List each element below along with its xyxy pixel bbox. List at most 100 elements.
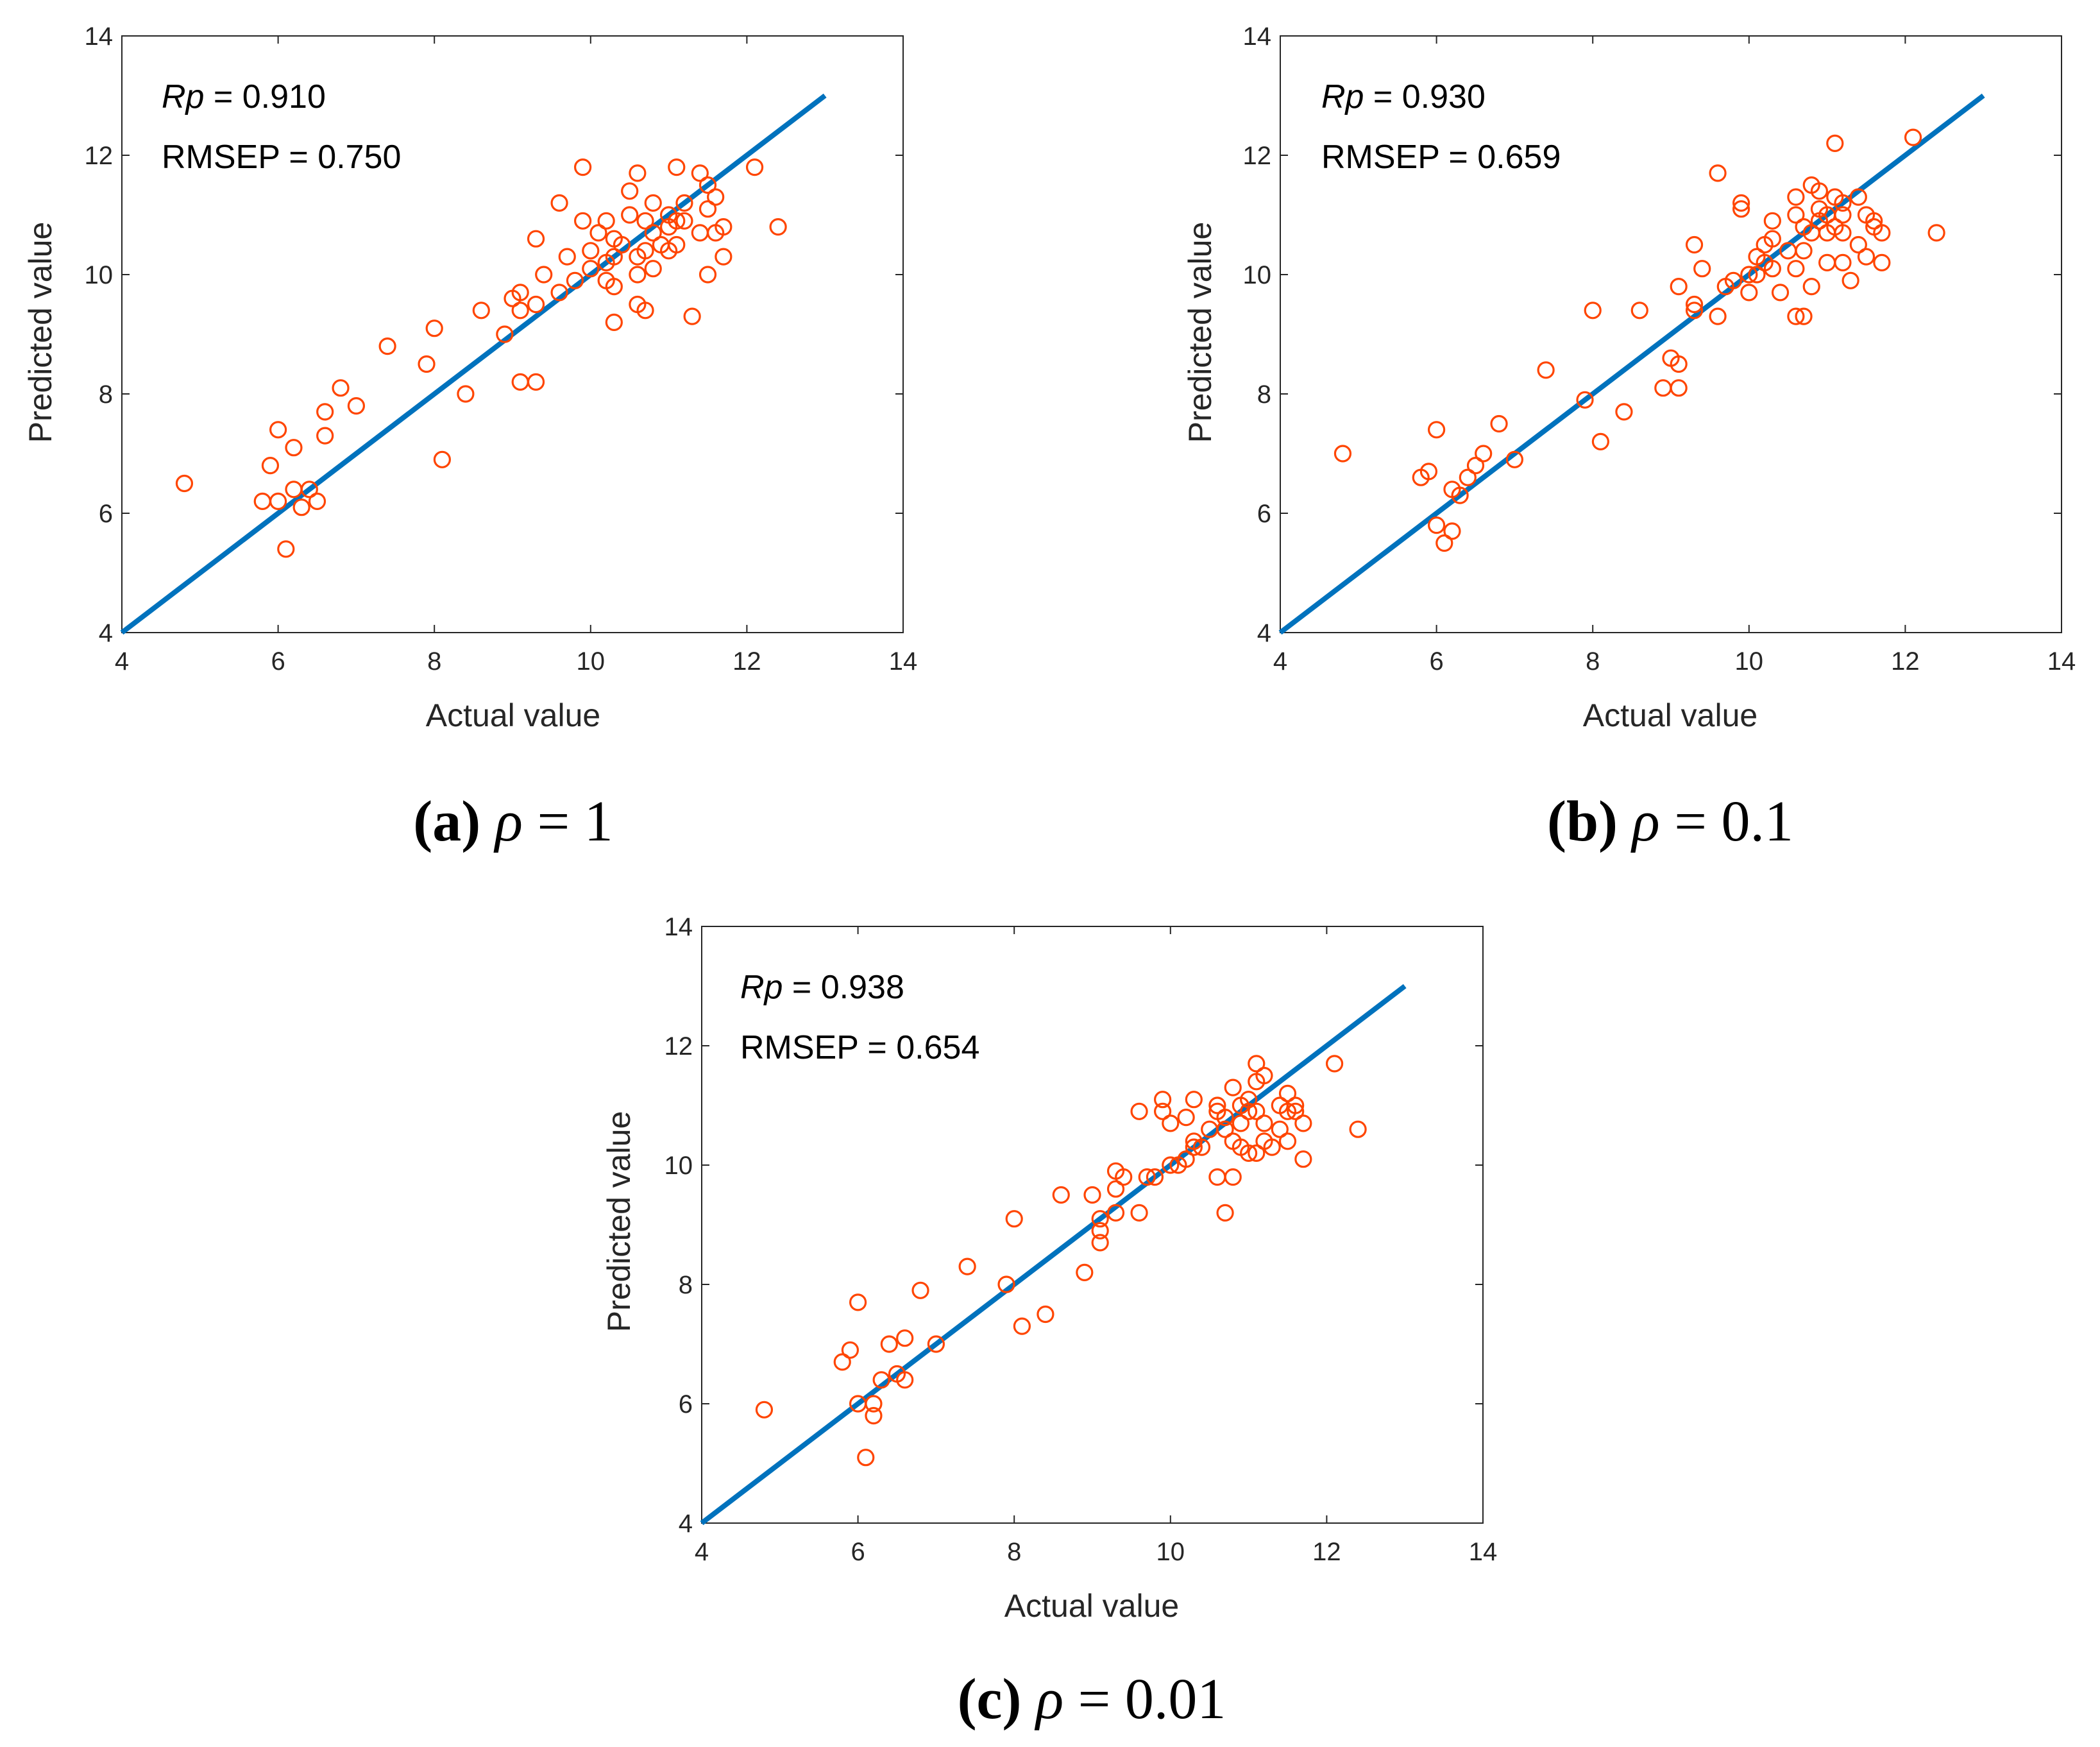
- panel-b-rmsep-annotation: RMSEP = 0.659: [1321, 139, 1561, 176]
- panel-b-caption: (b) ρ = 0.1: [1547, 790, 1793, 853]
- panel-a-rp-label: Rp: [162, 78, 204, 115]
- panel-c-data-point: [1278, 1132, 1297, 1150]
- panel-b-caption-value: = 0.1: [1660, 790, 1793, 853]
- panel-c-data-point: [1185, 1091, 1203, 1109]
- panel-c-data-point: [927, 1335, 945, 1353]
- panel-a-data-point: [457, 385, 475, 403]
- panel-b-data-point: [1670, 355, 1688, 373]
- panel-a-data-point: [707, 188, 725, 206]
- panel-a-data-point: [269, 492, 287, 511]
- panel-b-data-point: [1873, 224, 1891, 242]
- panel-c-data-point: [849, 1293, 867, 1311]
- panel-c-data-point: [1239, 1144, 1258, 1163]
- panel-c-rp-annotation: Rp = 0.938: [740, 969, 904, 1006]
- panel-c-data-point: [1287, 1096, 1305, 1114]
- panel-b-data-point: [1451, 486, 1469, 504]
- panel-b-y-tick-label: 10: [1243, 261, 1272, 289]
- panel-c-x-tick-label: 14: [1469, 1538, 1498, 1566]
- panel-c-data-point: [1294, 1150, 1312, 1168]
- panel-a-data-point: [316, 427, 334, 445]
- panel-a-data-point: [621, 206, 639, 224]
- panel-a-data-point: [527, 230, 545, 248]
- panel-b-data-point: [1818, 206, 1836, 224]
- panel-a-data-point: [699, 266, 717, 284]
- panel-c-data-point: [1037, 1305, 1054, 1324]
- panel-b-data-point: [1826, 134, 1844, 152]
- panel-b-x-tick-label: 14: [2047, 647, 2076, 676]
- panel-b-data-point: [1865, 212, 1883, 230]
- panel-a-data-point: [668, 212, 686, 230]
- panel-c-caption-symbol: ρ: [1034, 1667, 1063, 1731]
- panel-a-data-point: [636, 302, 654, 320]
- panel-a-caption-symbol: ρ: [493, 790, 523, 853]
- panel-b-y-tick-label: 14: [1243, 22, 1272, 51]
- panel-b-rp-value: = 0.930: [1364, 78, 1485, 115]
- panel-a-data-point: [629, 164, 647, 182]
- panel-b-data-point: [1873, 253, 1891, 271]
- panel-c-y-axis-title: Predicted value: [601, 1111, 637, 1333]
- panel-b-data-point: [1443, 522, 1461, 540]
- panel-b-y-tick-label: 6: [1257, 500, 1271, 528]
- panel-b-data-point: [1428, 421, 1446, 439]
- panel-c-y-tick-label: 14: [665, 913, 693, 941]
- panel-c-x-tick-label: 10: [1156, 1538, 1185, 1566]
- panel-a-x-tick-label: 4: [115, 647, 129, 676]
- panel-b-data-point: [1630, 302, 1648, 320]
- panel-a-rmsep-annotation: RMSEP = 0.750: [162, 139, 401, 176]
- panel-b-data-point: [1334, 445, 1352, 463]
- panel-a-data-point: [285, 439, 303, 457]
- panel-c-data-point: [1192, 1138, 1211, 1156]
- panel-a-data-point: [558, 248, 576, 266]
- panel-a-data-point: [636, 242, 654, 260]
- panel-b-data-point: [1787, 307, 1805, 325]
- panel-b-data-point: [1475, 445, 1493, 463]
- panel-a-caption-letter: (a): [413, 790, 480, 853]
- panel-c-data-point: [865, 1395, 883, 1413]
- panel-c-rmsep-annotation: RMSEP = 0.654: [740, 1029, 979, 1066]
- panel-b-y-tick-label: 4: [1257, 619, 1271, 647]
- panel-a-data-point: [745, 158, 764, 176]
- panel-a-data-point: [535, 266, 553, 284]
- panel-c-y-tick-label: 6: [679, 1390, 693, 1419]
- panel-a-x-tick-label: 6: [271, 647, 285, 676]
- panel-b-data-point: [1584, 302, 1602, 320]
- panel-c-data-point: [755, 1401, 774, 1419]
- panel-c-data-point: [1278, 1084, 1297, 1103]
- panel-a-y-axis-title: Predicted value: [22, 222, 58, 443]
- panel-c-data-point: [896, 1329, 914, 1347]
- panel-b-y-axis-title: Predicted value: [1182, 222, 1218, 443]
- panel-c-x-tick-label: 6: [851, 1538, 865, 1566]
- panel-a-y-tick-label: 12: [85, 142, 114, 170]
- panel-c-data-point: [1154, 1102, 1172, 1120]
- panel-b-plot-layer: 4 6 8 10 12 14 4 6 8 10 12 14: [1243, 22, 2076, 676]
- panel-c-data-point: [1255, 1066, 1273, 1085]
- panel-a-data-point: [269, 421, 287, 439]
- panel-c-data-point: [1232, 1114, 1250, 1132]
- panel-b-x-tick-label: 12: [1891, 647, 1920, 676]
- panel-c-caption-letter: (c): [958, 1667, 1022, 1731]
- panel-b-rp-annotation: Rp = 0.930: [1321, 78, 1486, 115]
- panel-a-data-point: [613, 235, 631, 254]
- panel-c-data-point: [1177, 1150, 1195, 1168]
- panel-b-data-point: [1435, 534, 1453, 552]
- panel-a-data-point: [683, 307, 701, 325]
- panel-c-y-tick-label: 8: [679, 1271, 693, 1299]
- panel-a-y-tick-label: 4: [99, 619, 113, 647]
- panel-c-data-point: [1005, 1210, 1023, 1228]
- panel-a-data-point: [582, 242, 600, 260]
- panel-b-data-point: [1576, 391, 1594, 409]
- panel-a-data-point: [347, 396, 366, 415]
- panel-a-data-point: [636, 212, 654, 230]
- panel-c-x-axis-title: Actual value: [1004, 1588, 1179, 1624]
- panel-b-x-tick-label: 10: [1735, 647, 1764, 676]
- panel-a-data-point: [691, 164, 709, 182]
- panel-c-y-tick-label: 4: [679, 1510, 693, 1538]
- panel-a-data-point: [715, 248, 732, 266]
- panel-c-y-tick-label: 12: [665, 1032, 693, 1061]
- panel-a-data-point: [605, 248, 623, 266]
- panel-a-data-point: [644, 194, 662, 212]
- panel-c-fit-line: [700, 984, 1407, 1526]
- panel-c-data-point: [1271, 1120, 1289, 1138]
- panel-a-data-point: [629, 266, 647, 284]
- panel-c-x-tick-label: 12: [1312, 1538, 1341, 1566]
